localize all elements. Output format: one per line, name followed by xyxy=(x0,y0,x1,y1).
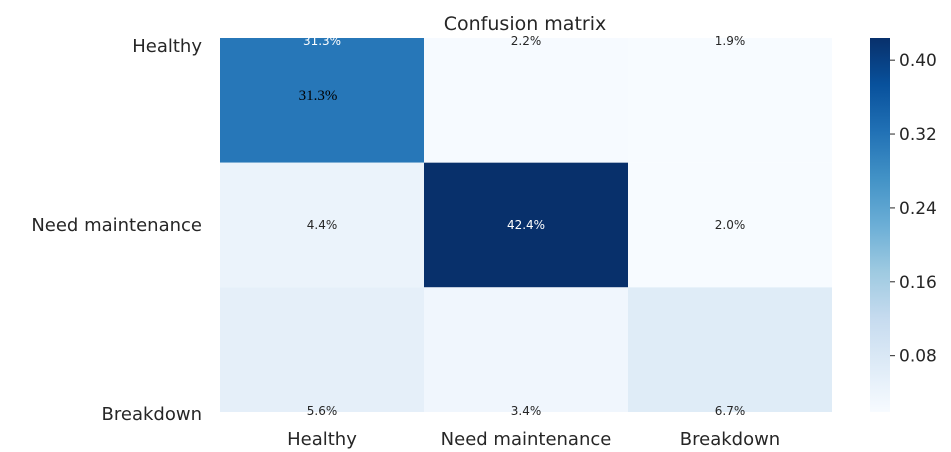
heatmap-cell xyxy=(220,287,424,412)
row-tick-label: Need maintenance xyxy=(31,215,202,236)
column-tick-label: Breakdown xyxy=(680,429,780,450)
heatmap-cell xyxy=(628,162,832,288)
row-tick-label: Healthy xyxy=(132,36,202,57)
colorbar xyxy=(870,38,890,412)
cell-value-label: 4.4% xyxy=(307,218,338,232)
row-tick-labels: Healthy Need maintenance Breakdown xyxy=(31,36,202,425)
colorbar-tick-label: 0.16 xyxy=(899,273,937,293)
heatmap-cell xyxy=(424,287,628,412)
heatmap-cell xyxy=(220,38,424,163)
cell-value-label: 5.6% xyxy=(307,404,338,418)
colorbar-ticks: 0.08 0.16 0.24 0.32 0.40 xyxy=(890,51,937,367)
cell-value-label: 1.9% xyxy=(715,34,746,48)
heatmap-cell xyxy=(424,162,628,288)
column-tick-label: Healthy xyxy=(287,429,357,450)
row-tick-label: Breakdown xyxy=(102,404,202,425)
heatmap-cells: 31.3% 2.2% 1.9% 4.4% 42.4% 2.0% 5.6% 3.4% 6.7% xyxy=(220,34,832,418)
colorbar-tick-label: 0.40 xyxy=(899,51,937,71)
cell-value-label: 2.2% xyxy=(511,34,542,48)
colorbar-tick-label: 0.24 xyxy=(899,199,937,219)
cell-value-label: 31.3% xyxy=(303,34,341,48)
column-tick-label: Need maintenance xyxy=(441,429,612,450)
heatmap-cell xyxy=(628,38,832,163)
colorbar-tick-label: 0.08 xyxy=(899,347,937,367)
heatmap-cell xyxy=(424,38,628,163)
cell-value-label: 3.4% xyxy=(511,404,542,418)
heatmap-cell xyxy=(220,162,424,288)
chart-title: Confusion matrix xyxy=(444,13,606,35)
overlay-cell-label: 31.3% xyxy=(299,88,338,104)
cell-value-label: 42.4% xyxy=(507,218,545,232)
colorbar-tick-label: 0.32 xyxy=(899,125,937,145)
cell-value-label: 6.7% xyxy=(715,404,746,418)
heatmap-cell xyxy=(628,287,832,412)
column-tick-labels: Healthy Need maintenance Breakdown xyxy=(287,429,780,450)
cell-value-label: 2.0% xyxy=(715,218,746,232)
